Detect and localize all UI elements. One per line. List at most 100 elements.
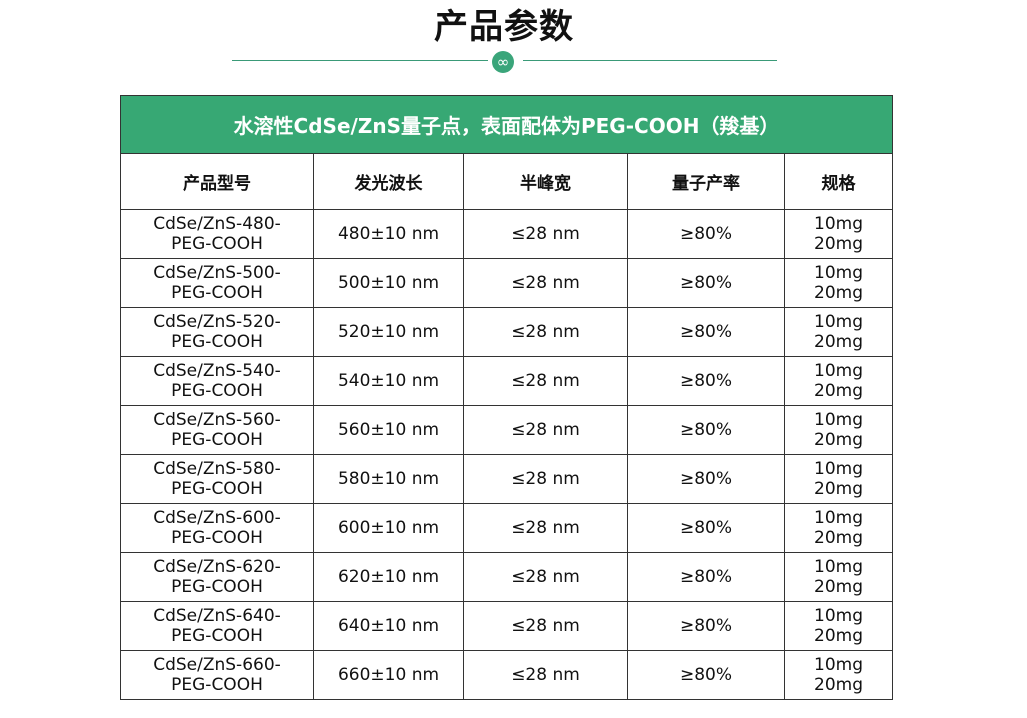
spec-option-1: 10mg — [814, 606, 863, 626]
model-line-1: CdSe/ZnS-620- — [153, 557, 281, 577]
model-line-2: PEG-COOH — [171, 479, 263, 499]
quantum-yield-cell: ≥80% — [627, 552, 785, 602]
table-caption: 水溶性CdSe/ZnS量子点，表面配体为PEG-COOH（羧基） — [120, 95, 893, 154]
fwhm-cell: ≤28 nm — [463, 356, 628, 406]
table-row: CdSe/ZnS-480- PEG-COOH 480±10 nm ≤28 nm ≥80%… — [120, 209, 893, 259]
model-cell: CdSe/ZnS-640- PEG-COOH — [120, 601, 314, 651]
spec-option-1: 10mg — [814, 508, 863, 528]
table-row: CdSe/ZnS-640- PEG-COOH 640±10 nm ≤28 nm ≥80%… — [120, 601, 893, 651]
model-cell: CdSe/ZnS-480- PEG-COOH — [120, 209, 314, 259]
fwhm-cell: ≤28 nm — [463, 258, 628, 308]
fwhm-cell: ≤28 nm — [463, 552, 628, 602]
spec-cell: 10mg 20mg — [784, 503, 893, 553]
model-line-1: CdSe/ZnS-580- — [153, 459, 281, 479]
spec-option-2: 20mg — [814, 577, 863, 597]
column-header-model: 产品型号 — [120, 153, 314, 210]
spec-cell: 10mg 20mg — [784, 356, 893, 406]
wavelength-cell: 580±10 nm — [313, 454, 464, 504]
model-cell: CdSe/ZnS-500- PEG-COOH — [120, 258, 314, 308]
column-header-quantum-yield: 量子产率 — [627, 153, 785, 210]
spec-option-1: 10mg — [814, 214, 863, 234]
model-line-2: PEG-COOH — [171, 577, 263, 597]
model-cell: CdSe/ZnS-600- PEG-COOH — [120, 503, 314, 553]
quantum-yield-cell: ≥80% — [627, 503, 785, 553]
spec-option-1: 10mg — [814, 263, 863, 283]
quantum-yield-cell: ≥80% — [627, 405, 785, 455]
model-line-1: CdSe/ZnS-660- — [153, 655, 281, 675]
model-line-2: PEG-COOH — [171, 626, 263, 646]
quantum-yield-cell: ≥80% — [627, 209, 785, 259]
model-line-1: CdSe/ZnS-600- — [153, 508, 281, 528]
fwhm-cell: ≤28 nm — [463, 209, 628, 259]
fwhm-cell: ≤28 nm — [463, 454, 628, 504]
wavelength-cell: 500±10 nm — [313, 258, 464, 308]
table-row: CdSe/ZnS-580- PEG-COOH 580±10 nm ≤28 nm ≥80%… — [120, 454, 893, 504]
spec-option-2: 20mg — [814, 332, 863, 352]
model-line-2: PEG-COOH — [171, 234, 263, 254]
fwhm-cell: ≤28 nm — [463, 503, 628, 553]
model-line-1: CdSe/ZnS-480- — [153, 214, 281, 234]
column-header-spec: 规格 — [784, 153, 893, 210]
spec-cell: 10mg 20mg — [784, 258, 893, 308]
fwhm-cell: ≤28 nm — [463, 405, 628, 455]
spec-cell: 10mg 20mg — [784, 209, 893, 259]
quantum-yield-cell: ≥80% — [627, 650, 785, 700]
spec-option-1: 10mg — [814, 655, 863, 675]
spec-option-1: 10mg — [814, 361, 863, 381]
table-body: CdSe/ZnS-480- PEG-COOH 480±10 nm ≤28 nm ≥80%… — [120, 209, 893, 700]
wavelength-cell: 640±10 nm — [313, 601, 464, 651]
wavelength-cell: 600±10 nm — [313, 503, 464, 553]
table-row: CdSe/ZnS-560- PEG-COOH 560±10 nm ≤28 nm ≥80%… — [120, 405, 893, 455]
model-line-2: PEG-COOH — [171, 381, 263, 401]
column-header-wavelength: 发光波长 — [313, 153, 464, 210]
table-row: CdSe/ZnS-660- PEG-COOH 660±10 nm ≤28 nm ≥80%… — [120, 650, 893, 700]
infinity-icon: ∞ — [492, 51, 514, 73]
spec-cell: 10mg 20mg — [784, 307, 893, 357]
product-spec-table: 水溶性CdSe/ZnS量子点，表面配体为PEG-COOH（羧基） 产品型号 发光… — [120, 95, 893, 700]
quantum-yield-cell: ≥80% — [627, 356, 785, 406]
spec-cell: 10mg 20mg — [784, 552, 893, 602]
spec-cell: 10mg 20mg — [784, 454, 893, 504]
spec-option-1: 10mg — [814, 459, 863, 479]
spec-option-1: 10mg — [814, 312, 863, 332]
table-header-row: 产品型号 发光波长 半峰宽 量子产率 规格 — [120, 153, 893, 210]
spec-cell: 10mg 20mg — [784, 650, 893, 700]
page-title: 产品参数 — [434, 7, 574, 47]
model-line-1: CdSe/ZnS-540- — [153, 361, 281, 381]
spec-option-2: 20mg — [814, 234, 863, 254]
spec-option-2: 20mg — [814, 675, 863, 695]
model-cell: CdSe/ZnS-580- PEG-COOH — [120, 454, 314, 504]
spec-option-2: 20mg — [814, 430, 863, 450]
quantum-yield-cell: ≥80% — [627, 601, 785, 651]
title-divider-right — [523, 60, 777, 61]
table-row: CdSe/ZnS-620- PEG-COOH 620±10 nm ≤28 nm ≥80%… — [120, 552, 893, 602]
model-cell: CdSe/ZnS-560- PEG-COOH — [120, 405, 314, 455]
model-line-2: PEG-COOH — [171, 528, 263, 548]
table-row: CdSe/ZnS-540- PEG-COOH 540±10 nm ≤28 nm ≥80%… — [120, 356, 893, 406]
quantum-yield-cell: ≥80% — [627, 258, 785, 308]
spec-option-1: 10mg — [814, 410, 863, 430]
spec-option-2: 20mg — [814, 626, 863, 646]
model-line-1: CdSe/ZnS-500- — [153, 263, 281, 283]
spec-option-2: 20mg — [814, 283, 863, 303]
model-cell: CdSe/ZnS-660- PEG-COOH — [120, 650, 314, 700]
spec-option-2: 20mg — [814, 528, 863, 548]
spec-option-2: 20mg — [814, 381, 863, 401]
quantum-yield-cell: ≥80% — [627, 307, 785, 357]
spec-option-2: 20mg — [814, 479, 863, 499]
spec-cell: 10mg 20mg — [784, 405, 893, 455]
wavelength-cell: 620±10 nm — [313, 552, 464, 602]
model-cell: CdSe/ZnS-540- PEG-COOH — [120, 356, 314, 406]
model-line-1: CdSe/ZnS-560- — [153, 410, 281, 430]
fwhm-cell: ≤28 nm — [463, 650, 628, 700]
quantum-yield-cell: ≥80% — [627, 454, 785, 504]
table-row: CdSe/ZnS-500- PEG-COOH 500±10 nm ≤28 nm ≥80%… — [120, 258, 893, 308]
table-row: CdSe/ZnS-600- PEG-COOH 600±10 nm ≤28 nm ≥80%… — [120, 503, 893, 553]
model-cell: CdSe/ZnS-520- PEG-COOH — [120, 307, 314, 357]
wavelength-cell: 480±10 nm — [313, 209, 464, 259]
wavelength-cell: 520±10 nm — [313, 307, 464, 357]
model-line-2: PEG-COOH — [171, 332, 263, 352]
wavelength-cell: 560±10 nm — [313, 405, 464, 455]
table-row: CdSe/ZnS-520- PEG-COOH 520±10 nm ≤28 nm ≥80%… — [120, 307, 893, 357]
fwhm-cell: ≤28 nm — [463, 307, 628, 357]
